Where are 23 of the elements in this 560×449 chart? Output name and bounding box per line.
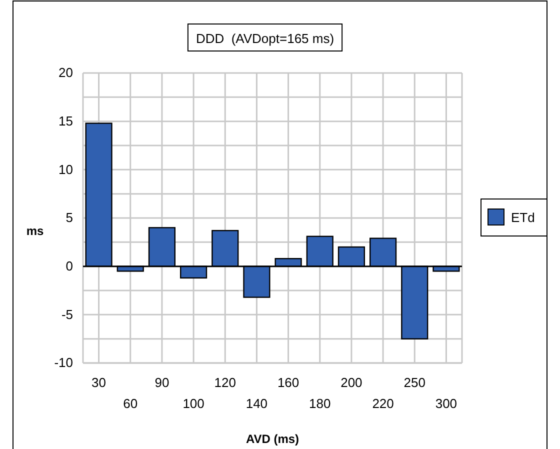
x-tick-label: 140 bbox=[246, 396, 268, 411]
legend-label: ETd bbox=[511, 210, 535, 225]
x-tick-label: 100 bbox=[182, 396, 204, 411]
x-tick-label: 90 bbox=[154, 375, 170, 390]
y-tick-label: -5 bbox=[61, 306, 73, 322]
x-tick-label: 120 bbox=[214, 375, 236, 390]
x-axis-title: AVD (ms) bbox=[246, 432, 300, 446]
x-tick-label: 180 bbox=[309, 396, 331, 411]
x-tick-label: 220 bbox=[372, 396, 394, 411]
x-tick-label: 200 bbox=[340, 375, 362, 390]
x-tick-label: 30 bbox=[92, 375, 106, 390]
chart-title: DDD (AVDopt=165 ms) bbox=[196, 31, 334, 46]
x-tick-label: 250 bbox=[404, 375, 426, 390]
y-tick-label: -10 bbox=[54, 355, 73, 370]
x-tick-label: 160 bbox=[277, 375, 300, 390]
x-tick-label: 300 bbox=[435, 396, 458, 411]
y-tick-label: 10 bbox=[58, 162, 73, 177]
y-tick-label: 5 bbox=[66, 210, 73, 226]
y-tick-label: 20 bbox=[58, 65, 73, 80]
y-axis-title: ms bbox=[26, 224, 44, 238]
y-tick-label: 15 bbox=[58, 113, 73, 128]
x-tick-label: 60 bbox=[123, 396, 138, 411]
y-tick-label: 0 bbox=[66, 258, 73, 274]
